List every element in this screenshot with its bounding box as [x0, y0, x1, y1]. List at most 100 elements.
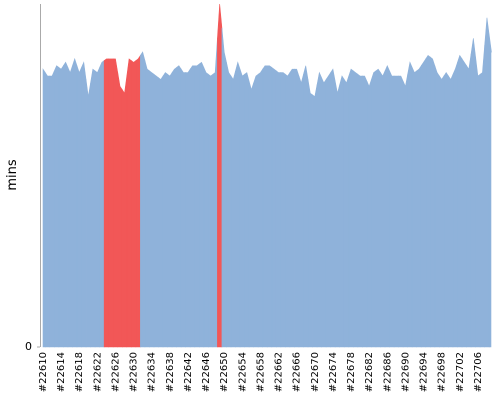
build-area: [54, 65, 60, 348]
build-area: [171, 66, 177, 348]
x-tick-label: #22666: [292, 352, 303, 392]
build-area: [488, 34, 492, 348]
build-area: [58, 64, 64, 348]
build-area: [49, 70, 55, 348]
build-area: [221, 27, 227, 348]
build-area: [63, 61, 69, 348]
build-area: [434, 65, 440, 348]
build-area: [189, 65, 196, 348]
x-tick-label: #22662: [274, 352, 285, 392]
build-area: [280, 72, 286, 348]
build-area: [384, 64, 390, 348]
build-area: [72, 57, 78, 348]
build-area: [402, 74, 408, 348]
build-area: [180, 68, 186, 348]
build-area: [81, 61, 87, 348]
build-area: [393, 75, 399, 348]
build-area: [330, 68, 336, 348]
x-tick-label: #22658: [255, 352, 266, 392]
build-area: [371, 70, 377, 348]
build-area: [99, 59, 105, 348]
build-area: [248, 81, 254, 348]
build-area: [312, 84, 318, 348]
build-area: [425, 55, 431, 348]
x-tick-label: #22702: [455, 352, 466, 392]
x-tick-label: #22650: [219, 352, 230, 392]
build-area: [194, 63, 200, 348]
build-area: [117, 72, 123, 348]
build-area: [357, 73, 363, 348]
x-tick-label: #22618: [74, 352, 85, 392]
x-tick-label: #22686: [382, 352, 393, 392]
build-area: [285, 71, 291, 348]
build-area: [230, 70, 236, 348]
build-area: [475, 57, 481, 348]
build-area: [217, 3, 223, 348]
build-area: [294, 68, 300, 348]
build-area: [484, 17, 490, 348]
x-tick-label: #22690: [400, 352, 411, 392]
build-area: [321, 77, 327, 348]
build-area: [149, 70, 155, 348]
build-area: [430, 56, 436, 348]
build-area: [307, 79, 313, 348]
x-tick-label: #22626: [110, 352, 121, 392]
build-area: [153, 73, 159, 348]
build-area: [298, 74, 304, 348]
x-tick-label: #22674: [328, 352, 339, 392]
build-area: [389, 70, 395, 348]
build-area: [271, 66, 277, 348]
build-area: [126, 58, 132, 348]
build-area: [398, 75, 404, 348]
build-area: [239, 69, 245, 348]
build-area: [334, 81, 341, 348]
x-tick-label: #22646: [201, 352, 212, 392]
build-area: [135, 54, 141, 348]
build-area: [275, 70, 282, 348]
build-area: [203, 67, 209, 348]
build-area: [94, 67, 100, 348]
y-tick-label: 0: [25, 340, 32, 353]
build-area: [76, 65, 82, 348]
x-tick-label: #22642: [183, 352, 194, 392]
build-area: [158, 75, 164, 348]
build-area: [452, 62, 458, 348]
build-area: [212, 38, 218, 348]
build-area: [176, 65, 182, 348]
build-area: [461, 57, 467, 348]
x-tick-label: #22610: [38, 352, 49, 392]
build-area: [325, 71, 331, 348]
build-area: [244, 72, 250, 348]
build-area: [108, 58, 114, 348]
build-area: [112, 58, 119, 348]
build-area: [289, 68, 295, 348]
build-area: [366, 79, 372, 348]
y-axis-label: mins: [5, 159, 20, 191]
build-area: [362, 75, 368, 348]
build-area: [439, 75, 445, 348]
build-area: [257, 68, 264, 348]
x-tick-label: #22654: [237, 352, 248, 392]
build-area: [131, 59, 137, 348]
build-area: [407, 61, 413, 348]
build-area: [380, 70, 386, 348]
build-area: [348, 68, 354, 348]
build-area: [103, 58, 109, 348]
build-area: [443, 72, 449, 348]
build-area: [303, 65, 309, 348]
build-area: [466, 53, 472, 348]
x-tick-label: #22622: [92, 352, 103, 392]
build-area: [457, 54, 463, 348]
build-area: [167, 71, 173, 348]
build-area: [253, 73, 259, 348]
build-area: [90, 68, 96, 348]
build-area: [67, 65, 73, 348]
build-area: [411, 67, 418, 348]
x-tick-label: #22682: [364, 352, 375, 392]
build-area: [262, 65, 268, 348]
build-area: [44, 71, 51, 348]
build-area: [420, 57, 427, 348]
x-tick-label: #22634: [147, 352, 158, 392]
x-tick-label: #22614: [56, 352, 67, 392]
